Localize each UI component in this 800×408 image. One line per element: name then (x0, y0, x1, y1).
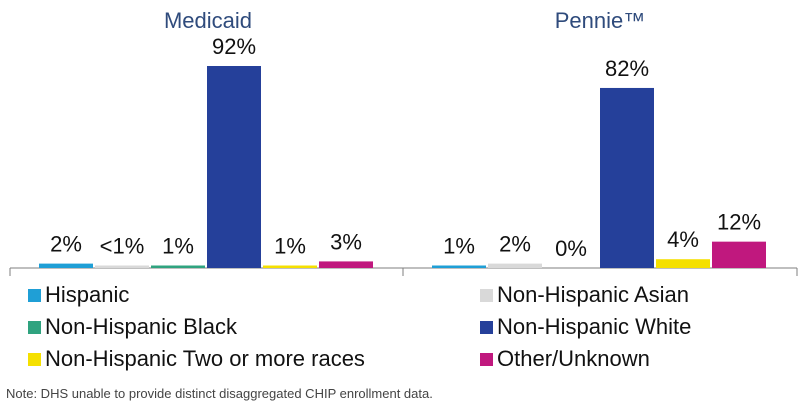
data-label: 1% (162, 234, 194, 259)
data-label: 12% (717, 210, 761, 235)
bar (263, 265, 317, 268)
group-title: Pennie™ (555, 8, 646, 33)
data-label: 82% (605, 56, 649, 81)
data-label: 92% (212, 34, 256, 59)
data-label: <1% (100, 234, 145, 259)
legend-swatch (28, 352, 41, 366)
bar (432, 265, 486, 268)
legend-item: Non-Hispanic Two or more races (28, 346, 365, 372)
bar (600, 87, 654, 269)
data-label: 2% (50, 232, 82, 257)
legend-item: Other/Unknown (480, 346, 650, 372)
data-label: 2% (499, 232, 531, 257)
data-label: 0% (555, 236, 587, 261)
bar (95, 265, 149, 268)
footnote: Note: DHS unable to provide distinct dis… (6, 386, 433, 401)
group-titles: Medicaid Pennie™ (164, 8, 645, 33)
bar (39, 263, 93, 268)
legend-swatch (480, 288, 493, 302)
bar (319, 261, 373, 268)
bar (488, 263, 542, 268)
legend-swatch (480, 352, 493, 366)
data-label: 1% (443, 234, 475, 259)
legend-item: Hispanic (28, 282, 129, 308)
bar (712, 241, 766, 268)
legend-item: Non-Hispanic White (480, 314, 691, 340)
legend-label: Non-Hispanic Black (45, 314, 237, 339)
legend-swatch (480, 320, 493, 334)
legend-label: Other/Unknown (497, 346, 650, 371)
legend-swatch (28, 320, 41, 334)
legend-swatch (28, 288, 41, 302)
legend-item: Non-Hispanic Asian (480, 282, 689, 308)
legend-item: Non-Hispanic Black (28, 314, 237, 340)
bars (39, 66, 766, 269)
legend: Hispanic Non-Hispanic Asian Non-Hispanic B… (0, 280, 800, 380)
data-label: 3% (330, 229, 362, 254)
legend-label: Hispanic (45, 282, 130, 307)
legend-label: Non-Hispanic Two or more races (45, 346, 365, 371)
data-label: 4% (667, 227, 699, 252)
legend-label: Non-Hispanic White (497, 314, 692, 339)
axis (9, 267, 798, 276)
bar (207, 66, 261, 268)
legend-label: Non-Hispanic Asian (497, 282, 689, 307)
data-labels: 2% <1% 1% 92% 1% 3% 1% 2% 0% 82% 4% 12% (50, 34, 761, 261)
bar (656, 259, 710, 268)
bar (151, 265, 205, 268)
group-title: Medicaid (164, 8, 252, 33)
chart-area: Medicaid Pennie™ 2% <1% 1% 92% 1% 3% 1% 2% 0% 82% 4… (9, 8, 798, 276)
data-label: 1% (274, 234, 306, 259)
